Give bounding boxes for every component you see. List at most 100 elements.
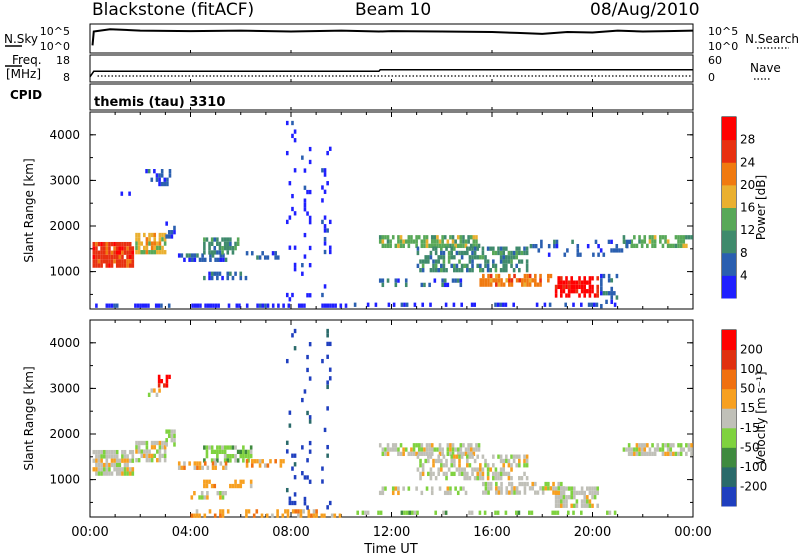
range-cell: [525, 246, 529, 251]
range-cell: [260, 513, 264, 518]
range-cell: [378, 278, 382, 283]
range-cell: [113, 241, 116, 247]
range-cell: [397, 490, 400, 496]
range-cell: [661, 235, 665, 240]
range-cell: [253, 459, 257, 464]
range-cell: [565, 503, 568, 508]
range-cell: [512, 250, 516, 256]
range-cell: [484, 486, 488, 491]
range-cell: [487, 282, 490, 287]
range-cell: [121, 246, 124, 251]
range-cell: [419, 458, 422, 464]
range-cell: [479, 263, 482, 269]
range-cell: [199, 303, 202, 308]
range-cell: [622, 235, 626, 240]
range-cell: [208, 479, 211, 484]
range-cell: [479, 282, 483, 287]
range-cell: [513, 490, 516, 495]
range-cell: [113, 254, 116, 260]
range-cell: [456, 451, 460, 457]
range-cell: [157, 383, 161, 388]
range-cell: [428, 447, 431, 452]
range-cell: [487, 278, 490, 283]
range-cell: [489, 282, 493, 287]
range-cell: [528, 510, 531, 515]
range-cell: [226, 237, 230, 242]
range-cell: [118, 259, 122, 264]
range-cell: [177, 253, 181, 258]
range-cell: [135, 245, 138, 251]
range-cell: [580, 280, 584, 285]
range-cell: [429, 255, 433, 260]
range-cell: [402, 447, 405, 452]
range-cell: [434, 476, 438, 481]
range-cell: [557, 495, 561, 500]
range-cell: [92, 259, 96, 264]
range-cell: [415, 239, 418, 244]
range-cell: [682, 243, 686, 249]
range-cell: [447, 250, 451, 256]
range-cell: [482, 278, 485, 283]
range-cell: [410, 451, 413, 457]
range-cell: [95, 250, 98, 255]
range-cell: [163, 250, 167, 255]
range-cell: [441, 239, 444, 244]
range-cell: [160, 173, 164, 178]
range-cell: [591, 276, 594, 281]
range-cell: [504, 302, 508, 307]
range-cell: [291, 500, 294, 506]
range-cell: [218, 445, 222, 450]
range-cell: [166, 177, 169, 182]
range-cell: [226, 275, 230, 281]
range-cell: [462, 239, 465, 244]
range-cell: [453, 268, 456, 273]
range-cell: [216, 271, 219, 276]
range-cell: [205, 483, 209, 489]
range-cell: [573, 490, 576, 496]
range-cell: [105, 458, 109, 463]
range-cell: [209, 257, 212, 262]
range-cell: [610, 291, 614, 296]
range-cell: [560, 499, 563, 504]
range-cell: [416, 467, 420, 472]
range-cell: [570, 280, 574, 285]
range-cell: [407, 486, 411, 491]
range-cell: [229, 271, 232, 276]
range-cell: [651, 235, 654, 240]
range-cell: [468, 463, 472, 468]
range-cell: [407, 243, 411, 249]
range-cell: [674, 451, 678, 457]
colorbar-segment: [722, 275, 736, 299]
range-cell: [576, 248, 580, 253]
range-cell: [410, 235, 413, 240]
range-cell: [105, 303, 109, 308]
range-cell: [430, 486, 434, 491]
range-cell: [510, 263, 513, 269]
colorbar-segment: [722, 207, 736, 231]
range-cell: [518, 246, 521, 251]
range-cell: [425, 486, 429, 491]
range-cell: [508, 490, 511, 495]
range-cell: [456, 235, 460, 240]
range-cell: [239, 454, 243, 459]
range-cell: [150, 453, 154, 459]
range-cell: [97, 259, 101, 264]
range-cell: [196, 465, 199, 470]
range-cell: [615, 295, 619, 300]
range-cell: [475, 243, 478, 249]
range-cell: [157, 374, 161, 380]
range-cell: [635, 447, 639, 452]
range-cell: [293, 475, 297, 480]
range-cell: [432, 259, 435, 264]
range-cell: [183, 257, 186, 262]
range-cell: [505, 259, 508, 264]
range-cell: [690, 443, 693, 448]
range-cell: [513, 486, 516, 491]
range-cell: [438, 243, 442, 249]
range-cell: [145, 449, 149, 454]
range-cell: [387, 302, 391, 307]
range-cell: [430, 490, 434, 496]
range-cell: [438, 443, 442, 448]
range-tick-label: 1000: [49, 265, 80, 279]
range-cell: [100, 241, 103, 247]
